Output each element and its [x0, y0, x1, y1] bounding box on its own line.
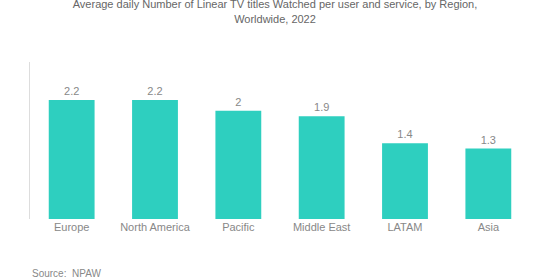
svg-text:1.4: 1.4: [397, 128, 412, 140]
svg-text:2.2: 2.2: [64, 85, 79, 97]
svg-text:North America: North America: [120, 221, 191, 233]
svg-text:Pacific: Pacific: [222, 221, 255, 233]
svg-text:Middle East: Middle East: [293, 221, 350, 233]
svg-text:Europe: Europe: [54, 221, 89, 233]
svg-text:1.3: 1.3: [481, 134, 496, 146]
svg-text:Source: NPAW: Source: NPAW: [32, 268, 101, 277]
svg-text:2.2: 2.2: [147, 85, 162, 97]
svg-text:1.9: 1.9: [314, 101, 329, 113]
svg-text:Asia: Asia: [478, 221, 500, 233]
svg-text:Average daily Number of Linear: Average daily Number of Linear TV titles…: [73, 0, 478, 25]
svg-text:LATAM: LATAM: [387, 221, 422, 233]
svg-text:2: 2: [235, 96, 241, 108]
